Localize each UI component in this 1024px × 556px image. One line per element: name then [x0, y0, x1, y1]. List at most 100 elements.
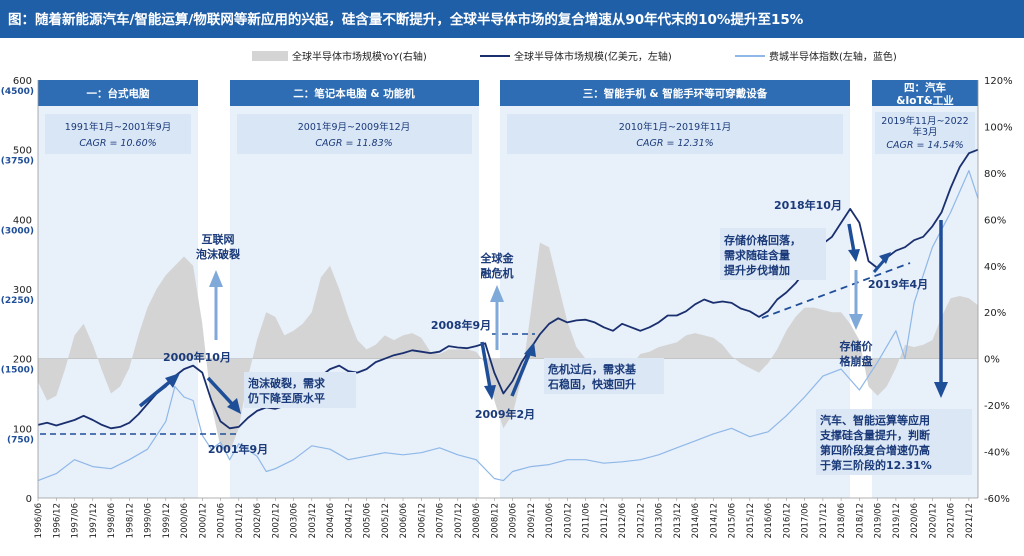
arrow-up-dotcom	[209, 270, 223, 340]
left-tick-label-blue: (3000)	[1, 226, 34, 236]
x-tick-label: 1998/06	[107, 503, 117, 538]
arrow-rise-1999	[138, 373, 180, 408]
x-tick-label: 2014/06	[691, 503, 701, 538]
ann-phase4-2: 支撑硅含量提升，判断	[819, 428, 930, 442]
ann-dotcom-1: 互联网	[202, 232, 235, 246]
x-tick-label: 1996/06	[34, 503, 44, 538]
right-tick-label: 40%	[984, 262, 1006, 273]
legend: 全球半导体市场规模YoY(右轴) 全球半导体市场规模(亿美元，左轴) 费城半导体…	[252, 50, 897, 63]
ann-box-phase4	[816, 409, 972, 475]
cagr-value-1: CAGR = 10.60%	[79, 138, 156, 149]
phase-label-4b: &IoT&工业	[896, 94, 954, 107]
x-tick-label: 2016/12	[782, 503, 792, 538]
ann-postcrisis-1: 危机过后，需求基	[547, 362, 637, 376]
arrow-up-crisis	[490, 285, 504, 350]
ann-postcrisis-2: 石稳固，快速回升	[547, 377, 636, 391]
x-tick-label: 1997/12	[89, 503, 99, 538]
x-tick-label: 2018/06	[837, 503, 847, 538]
x-tick-label: 2008/06	[472, 503, 482, 538]
x-tick-label: 2010/12	[563, 503, 573, 538]
ann-trough-2019: 2019年4月	[868, 277, 928, 291]
left-tick-label: 300	[13, 285, 32, 296]
phase-label-4a: 四：汽车	[904, 81, 946, 94]
cagr-box-4	[875, 112, 975, 154]
x-tick-label: 2005/12	[381, 503, 391, 538]
cagr-period-4b: 年3月	[912, 126, 937, 138]
ann-bubble-1: 泡沫破裂，需求	[248, 376, 326, 390]
ann-crash-2: 格崩盘	[840, 354, 873, 368]
cagr-box-1	[45, 114, 191, 154]
x-tick-label: 2020/12	[928, 503, 938, 538]
x-tick-label: 2011/12	[600, 503, 610, 538]
x-axis-ticks: 1996/06 1996/12 1997/06 1997/12 1998/06 1998/…	[34, 498, 975, 538]
x-tick-label: 2020/06	[910, 503, 920, 538]
cagr-period-2: 2001年9月~2009年12月	[298, 121, 410, 133]
left-tick-label-blue: (750)	[7, 435, 34, 445]
right-tick-label: 60%	[984, 215, 1006, 226]
x-tick-label: 2015/06	[728, 503, 738, 538]
ann-crash-1: 存储价	[840, 339, 874, 353]
x-tick-label: 2013/12	[673, 503, 683, 538]
right-tick-label: 80%	[984, 169, 1006, 180]
x-tick-label: 2003/06	[290, 503, 300, 538]
x-tick-label: 2021/12	[965, 503, 975, 538]
dashed-line-2019	[761, 262, 911, 319]
cagr-period-4a: 2019年11月~2022	[881, 115, 968, 127]
x-tick-label: 2014/12	[709, 503, 719, 538]
left-tick-label-blue: (3750)	[1, 157, 34, 167]
ann-box-inventory	[720, 228, 826, 280]
right-tick-label: -20%	[984, 401, 1010, 412]
x-tick-label: 1997/06	[71, 503, 81, 538]
ann-inventory-3: 提升步伐增加	[724, 263, 790, 277]
right-tick-label: 120%	[984, 76, 1013, 87]
x-tick-label: 2000/06	[180, 503, 190, 538]
phase-header-4	[872, 80, 978, 106]
ann-peak-2018: 2018年10月	[774, 198, 842, 212]
x-tick-label: 2009/06	[509, 503, 519, 538]
ann-crisis-2: 融危机	[481, 266, 514, 280]
arrow-rise-2009	[510, 342, 536, 397]
cagr-box-2	[237, 114, 472, 154]
ann-dotcom-2: 泡沫破裂	[196, 247, 240, 261]
phase-header-1	[38, 80, 198, 106]
x-tick-label: 2017/06	[801, 503, 811, 538]
x-tick-label: 2017/12	[819, 503, 829, 538]
x-tick-label: 2001/12	[235, 503, 245, 538]
x-tick-label: 1998/12	[125, 503, 135, 538]
legend-swatch-yoy	[252, 51, 288, 61]
left-tick-label-blue: (1500)	[1, 366, 34, 376]
yoy-area	[38, 242, 978, 452]
x-tick-label: 2004/06	[326, 503, 336, 538]
right-tick-label: -40%	[984, 448, 1010, 459]
phase-label-1: 一：台式电脑	[87, 87, 150, 100]
arrow-fall-2018	[847, 223, 860, 262]
right-tick-label: -60%	[984, 494, 1010, 505]
phase-header-2	[230, 80, 479, 106]
left-tick-label: 200	[13, 355, 32, 366]
left-tick-label: 400	[13, 215, 32, 226]
x-tick-label: 1999/06	[144, 503, 154, 538]
legend-label-market: 全球半导体市场规模(亿美元，左轴)	[514, 50, 672, 63]
left-tick-label-blue: (2250)	[1, 296, 34, 306]
right-tick-label: 100%	[984, 122, 1013, 133]
x-tick-label: 2008/12	[490, 503, 500, 538]
x-tick-label: 2015/12	[746, 503, 756, 538]
x-tick-label: 2012/12	[636, 503, 646, 538]
sox-line	[37, 170, 979, 482]
ann-box-bubble	[244, 372, 356, 408]
left-tick-label: 0	[26, 494, 32, 505]
cagr-period-1: 1991年1月~2001年9月	[65, 121, 171, 133]
right-tick-label: 20%	[984, 308, 1006, 319]
x-tick-label: 1996/12	[52, 503, 62, 538]
arrow-rise-2019	[872, 252, 891, 273]
ann-bubble-2: 仍下降至原水平	[247, 391, 325, 405]
chart-title: 图：随着新能源汽车/智能运算/物联网等新应用的兴起，硅含量不断提升，全球半导体市…	[8, 11, 804, 28]
ann-peak-2008: 2008年9月	[431, 318, 491, 332]
ann-inventory-2: 需求随硅含量	[724, 248, 790, 262]
x-tick-label: 2012/06	[618, 503, 628, 538]
phase-header-3	[500, 80, 850, 106]
ann-inventory-1: 存储价格回落，	[724, 233, 801, 247]
x-tick-label: 2019/06	[874, 503, 884, 538]
x-tick-label: 2011/06	[582, 503, 592, 538]
